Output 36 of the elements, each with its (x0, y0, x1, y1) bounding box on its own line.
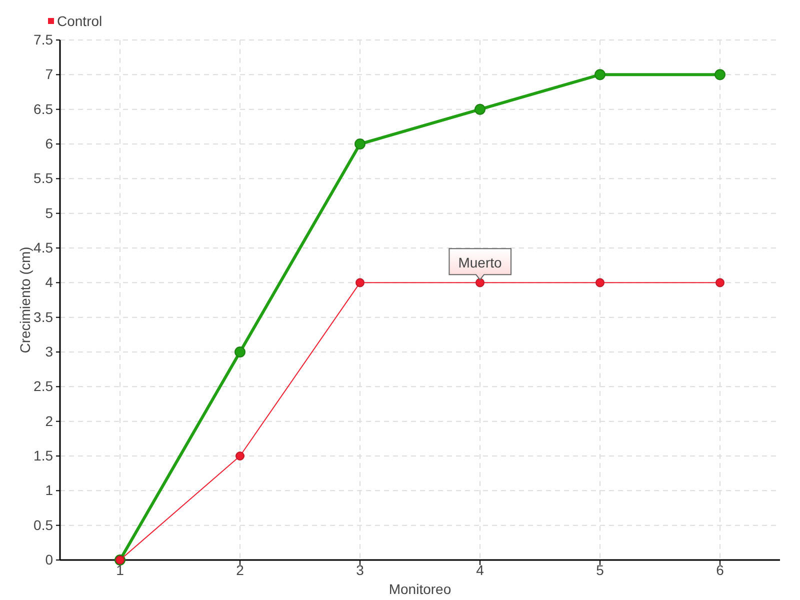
y-tick-label: 6 (45, 135, 54, 152)
annotation: Muerto (458, 254, 502, 271)
y-tick-label: 6.5 (34, 100, 54, 117)
y-tick-label: 1.5 (34, 447, 54, 464)
legend-label: Control (57, 13, 102, 29)
y-tick-label: 7.5 (34, 31, 54, 48)
y-tick-label: 0 (45, 551, 54, 568)
y-tick-label: 3.5 (34, 308, 54, 325)
x-axis-title: Monitoreo (388, 581, 452, 597)
y-tick-label: 7 (45, 66, 54, 82)
point (594, 69, 606, 80)
point (474, 104, 486, 115)
point (476, 278, 484, 288)
point (236, 452, 244, 460)
point (596, 278, 604, 288)
y-tick-label: 5 (45, 204, 54, 221)
point (356, 278, 364, 288)
x-tick-label: 3 (356, 562, 364, 578)
y-tick-label: 2 (45, 412, 54, 429)
x-tick-label: 6 (716, 562, 724, 578)
y-tick-label: 4 (45, 274, 54, 290)
y-tick-label: 5.5 (34, 170, 54, 186)
point (354, 138, 366, 150)
y-tick-label: 0.5 (34, 516, 54, 533)
y-tick-label: 1 (45, 482, 54, 498)
point (234, 346, 246, 358)
x-tick-label: 2 (236, 562, 244, 578)
point (716, 278, 724, 288)
y-tick-label: 4.5 (34, 239, 54, 256)
y-axis-title: Crecimiento (cm) (17, 246, 33, 354)
y-tick-label: 3 (45, 343, 54, 360)
x-tick-label: 5 (596, 562, 604, 578)
point (714, 69, 726, 80)
x-tick-label: 4 (476, 562, 484, 578)
y-tick-label: 2.5 (34, 378, 54, 394)
x-tick-label: 1 (116, 562, 124, 578)
